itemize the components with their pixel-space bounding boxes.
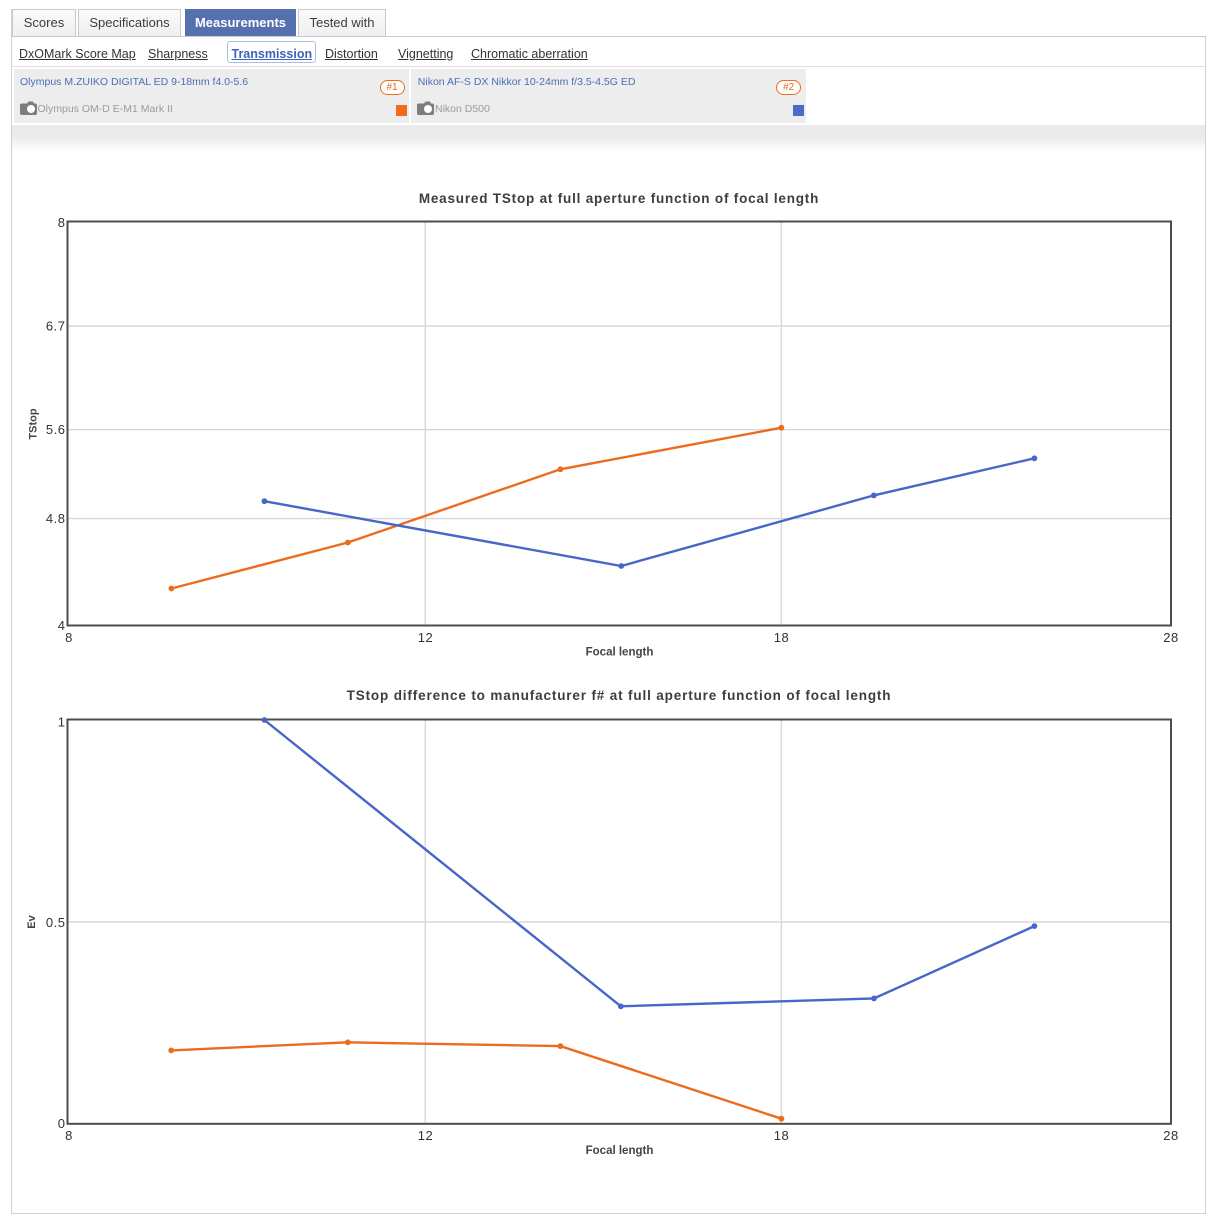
svg-text:18: 18 — [774, 1128, 789, 1143]
svg-text:12: 12 — [418, 1128, 433, 1143]
svg-text:8: 8 — [58, 215, 66, 230]
svg-text:5.6: 5.6 — [46, 422, 66, 437]
svg-text:4: 4 — [58, 618, 66, 633]
svg-text:TStop: TStop — [28, 408, 40, 439]
svg-text:6.7: 6.7 — [46, 319, 66, 334]
svg-text:Focal length: Focal length — [586, 1145, 654, 1157]
svg-text:8: 8 — [65, 630, 73, 645]
svg-text:Measured TStop at full apertur: Measured TStop at full aperture function… — [419, 191, 819, 206]
svg-text:28: 28 — [1163, 630, 1178, 645]
svg-text:28: 28 — [1163, 1128, 1178, 1143]
svg-text:12: 12 — [418, 630, 433, 645]
svg-text:Ev: Ev — [26, 914, 38, 928]
svg-text:18: 18 — [774, 630, 789, 645]
svg-text:0.5: 0.5 — [46, 915, 66, 930]
svg-text:1: 1 — [58, 715, 66, 730]
svg-text:0: 0 — [58, 1116, 66, 1131]
svg-text:8: 8 — [65, 1128, 73, 1143]
svg-text:Focal length: Focal length — [586, 647, 654, 659]
svg-text:TStop difference to manufactur: TStop difference to manufacturer f# at f… — [347, 688, 892, 703]
svg-text:4.8: 4.8 — [46, 511, 66, 526]
